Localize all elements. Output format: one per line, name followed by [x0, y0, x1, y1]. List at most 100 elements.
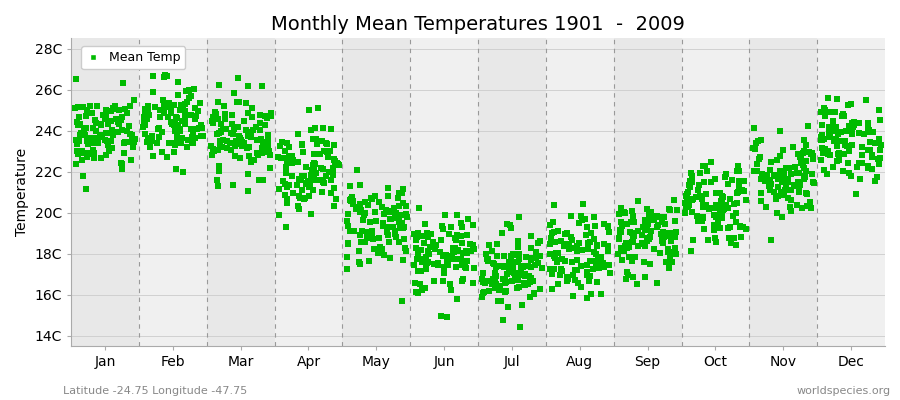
Point — [153, 107, 167, 114]
Point — [158, 104, 173, 110]
Point — [580, 262, 594, 269]
Point — [588, 223, 602, 229]
Point — [313, 151, 328, 157]
Point — [644, 261, 658, 268]
Point — [514, 263, 528, 270]
Point — [316, 125, 330, 131]
Point — [430, 260, 445, 266]
Point — [500, 221, 514, 227]
Point — [410, 230, 425, 236]
Point — [600, 223, 615, 229]
Point — [572, 220, 586, 226]
Point — [99, 130, 113, 136]
Point — [414, 258, 428, 264]
Point — [846, 124, 860, 130]
Point — [548, 255, 562, 261]
Point — [311, 105, 326, 111]
Point — [112, 121, 126, 128]
Point — [706, 222, 721, 228]
Point — [555, 268, 570, 274]
Point — [328, 157, 342, 164]
Point — [837, 112, 851, 119]
Point — [840, 143, 854, 149]
Point — [814, 108, 828, 115]
Point — [802, 149, 816, 155]
Bar — [71, 38, 139, 346]
Point — [524, 275, 538, 282]
Point — [716, 206, 731, 212]
Point — [208, 110, 222, 117]
Point — [360, 229, 374, 235]
Point — [723, 196, 737, 202]
Point — [777, 192, 791, 198]
Point — [814, 137, 828, 143]
Point — [372, 198, 386, 205]
Point — [860, 163, 875, 170]
Point — [818, 113, 832, 120]
Point — [180, 144, 194, 150]
Point — [806, 152, 820, 159]
Point — [299, 181, 313, 187]
Point — [663, 254, 678, 260]
Point — [873, 147, 887, 153]
Point — [587, 249, 601, 255]
Point — [601, 229, 616, 236]
Point — [356, 212, 371, 218]
Point — [420, 248, 435, 254]
Point — [306, 162, 320, 168]
Point — [581, 246, 596, 252]
Point — [450, 248, 464, 254]
Point — [368, 217, 382, 224]
Point — [313, 177, 328, 183]
Point — [227, 126, 241, 132]
Point — [392, 214, 406, 221]
Point — [754, 136, 769, 143]
Point — [814, 122, 829, 128]
Point — [614, 228, 628, 234]
Point — [487, 261, 501, 267]
Point — [214, 128, 229, 134]
Point — [590, 242, 604, 248]
Point — [544, 271, 559, 277]
Point — [444, 224, 458, 230]
Point — [439, 314, 454, 320]
Point — [834, 113, 849, 120]
Point — [285, 160, 300, 166]
Bar — [614, 38, 681, 346]
Point — [679, 193, 693, 200]
Point — [751, 168, 765, 175]
Point — [670, 251, 684, 258]
Point — [95, 132, 110, 138]
Point — [331, 162, 346, 168]
Point — [732, 177, 746, 184]
Point — [490, 241, 504, 247]
Point — [327, 185, 341, 192]
Point — [467, 246, 482, 252]
Point — [418, 285, 432, 291]
Point — [166, 122, 181, 128]
Point — [382, 209, 397, 215]
Point — [153, 114, 167, 120]
Point — [626, 238, 640, 244]
Point — [324, 126, 338, 132]
Point — [327, 156, 341, 163]
Point — [770, 192, 785, 199]
Point — [476, 279, 491, 285]
Point — [792, 188, 806, 194]
Point — [387, 231, 401, 237]
Point — [237, 139, 251, 146]
Point — [138, 108, 152, 114]
Point — [173, 138, 187, 145]
Point — [379, 206, 393, 213]
Bar — [410, 38, 478, 346]
Point — [669, 228, 683, 235]
Point — [274, 155, 289, 162]
Point — [620, 269, 634, 276]
Point — [229, 153, 243, 160]
Point — [573, 263, 588, 269]
Point — [215, 137, 230, 144]
Point — [656, 240, 670, 246]
Point — [698, 191, 713, 197]
Bar — [478, 38, 546, 346]
Point — [868, 178, 883, 184]
